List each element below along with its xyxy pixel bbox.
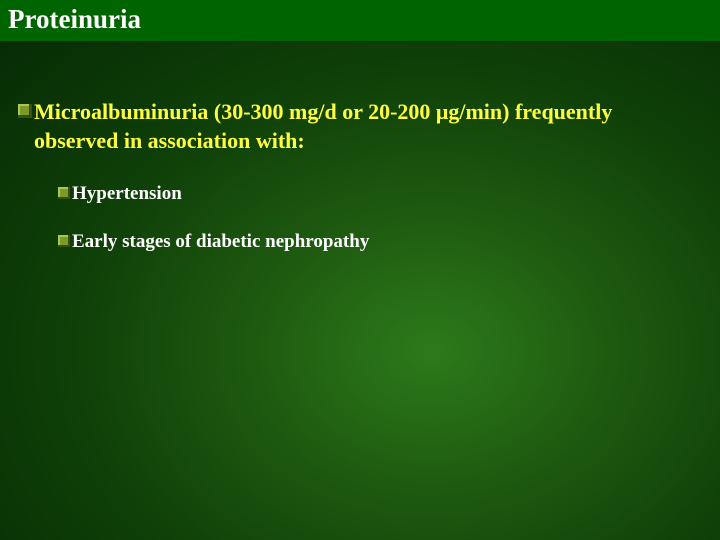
bullet-icon — [18, 104, 32, 118]
slide-content: Microalbuminuria (30-300 mg/d or 20-200 … — [0, 42, 720, 253]
list-item: Early stages of diabetic nephropathy — [58, 231, 700, 253]
main-bullet: Microalbuminuria (30-300 mg/d or 20-200 … — [18, 98, 700, 155]
bullet-icon — [58, 235, 70, 247]
slide-title: Proteinuria — [8, 4, 712, 35]
list-item: Hypertension — [58, 183, 700, 205]
sub-bullet-text: Early stages of diabetic nephropathy — [72, 231, 369, 253]
sub-bullet-list: Hypertension Early stages of diabetic ne… — [18, 183, 700, 253]
sub-bullet-text: Hypertension — [72, 183, 182, 205]
bullet-icon — [58, 187, 70, 199]
title-bar: Proteinuria — [0, 0, 720, 42]
main-bullet-text: Microalbuminuria (30-300 mg/d or 20-200 … — [34, 98, 700, 155]
